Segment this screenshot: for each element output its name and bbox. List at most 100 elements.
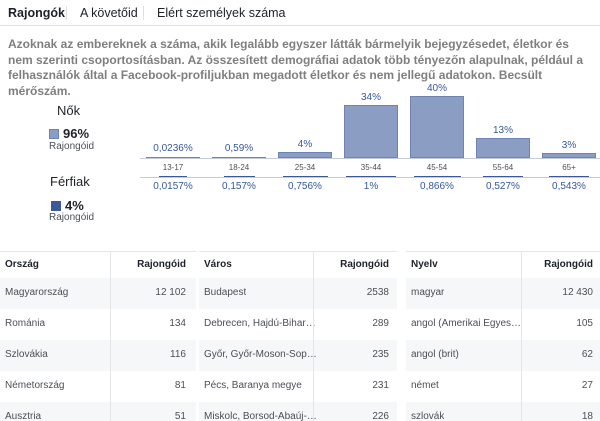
legend-men-percent: 4%: [65, 198, 84, 213]
bar-value-label: 40%: [426, 83, 447, 94]
age-group-label: 13-17: [162, 163, 184, 172]
city-table: Város Rajongóid Budapest 2538 Debrecen, Hajd…: [199, 251, 397, 421]
bar-value-label: 4%: [297, 139, 313, 150]
row-label: angol (brit): [411, 349, 459, 360]
tab-bar: Rajongók A követőid Elért személyek szám…: [0, 0, 600, 26]
table-row: Győr, Győr-Moson-Sop… 235: [199, 340, 397, 371]
column-header[interactable]: Rajongóid: [137, 259, 186, 270]
table-row: német 27: [406, 371, 600, 402]
column-header[interactable]: Rajongóid: [544, 259, 593, 270]
column-divider: [521, 251, 522, 421]
table-row: angol (Amerikai Egyes… 105: [406, 309, 600, 340]
table-row: angol (brit) 62: [406, 340, 600, 371]
women-value-label: 0,0236%: [153, 143, 193, 154]
table-header: Nyelv Rajongóid: [406, 252, 600, 278]
row-value: 12 102: [155, 287, 186, 298]
column-header[interactable]: Rajongóid: [340, 259, 389, 270]
country-table: Ország Rajongóid Magyarország 12 102 Románia…: [0, 251, 196, 421]
age-group-label: 55-64: [492, 163, 514, 172]
legend-men-sub: Rajongóid: [49, 212, 95, 223]
age-group-label: 35-44: [360, 163, 382, 172]
table-row: szlovák 18: [406, 402, 600, 421]
row-label: Ausztria: [5, 411, 42, 421]
column-header[interactable]: Nyelv: [411, 259, 438, 270]
table-row: Miskolc, Borsod-Abaúj-… 226: [199, 402, 397, 421]
row-value: 134: [169, 318, 186, 329]
tab-separator: [143, 6, 144, 20]
column-header[interactable]: Ország: [5, 259, 39, 270]
women-bar[interactable]: [476, 138, 530, 158]
age-group-label: 25-34: [294, 163, 316, 172]
column-divider: [110, 251, 111, 421]
language-table: Nyelv Rajongóid magyar 12 430 angol (Amerika…: [406, 251, 600, 421]
table-row: Szlovákia 116: [0, 340, 196, 371]
row-value: 62: [581, 349, 593, 360]
men-value-label: 0,527%: [486, 181, 520, 192]
legend-women-swatch: [49, 129, 59, 139]
table-header: Ország Rajongóid: [0, 252, 196, 278]
women-bar[interactable]: [410, 96, 464, 158]
row-label: Budapest: [204, 287, 247, 298]
men-value-label: 0,0157%: [153, 181, 193, 192]
row-value: 235: [372, 349, 389, 360]
table-row: Budapest 2538: [199, 278, 397, 309]
men-value-label: 0,756%: [288, 181, 322, 192]
table-row: Magyarország 12 102: [0, 278, 196, 309]
tab-separator: [66, 6, 67, 20]
chart-baseline: [140, 158, 600, 159]
age-group-label: 18-24: [228, 163, 250, 172]
table-row: magyar 12 430: [406, 278, 600, 309]
table-row: Debrecen, Hajdú-Bihar… 289: [199, 309, 397, 340]
row-label: Szlovákia: [5, 349, 48, 360]
row-value: 231: [372, 380, 389, 391]
women-bar[interactable]: [278, 152, 332, 158]
tab-fans[interactable]: Rajongók: [8, 6, 65, 20]
row-value: 81: [174, 380, 186, 391]
men-value-label: 0,543%: [552, 181, 586, 192]
row-label: Miskolc, Borsod-Abaúj-…: [204, 411, 317, 421]
bar-value-label: 13%: [492, 125, 513, 136]
row-label: Pécs, Baranya megye: [204, 380, 302, 391]
row-value: 226: [372, 411, 389, 421]
legend-women-title: Nők: [57, 103, 81, 118]
table-row: Ausztria 51: [0, 402, 196, 421]
tab-followers[interactable]: A követőid: [80, 6, 138, 20]
age-group-label: 45-54: [426, 163, 448, 172]
bar-value-label: 3%: [561, 140, 577, 151]
women-bar[interactable]: [542, 153, 596, 158]
row-value: 51: [174, 411, 186, 421]
men-value-label: 0,866%: [420, 181, 454, 192]
legend-men-title: Férfiak: [50, 174, 90, 189]
row-value: 116: [170, 349, 186, 360]
row-value: 18: [581, 411, 593, 421]
row-value: 2538: [366, 287, 389, 298]
row-label: magyar: [411, 287, 445, 298]
row-value: 27: [581, 380, 593, 391]
row-label: szlovák: [411, 411, 445, 421]
row-value: 12 430: [562, 287, 593, 298]
row-label: német: [411, 380, 439, 391]
men-value-label: 1%: [363, 181, 379, 192]
legend-women-percent: 96%: [63, 126, 90, 141]
row-label: angol (Amerikai Egyes…: [411, 318, 522, 329]
row-label: Debrecen, Hajdú-Bihar…: [204, 318, 316, 329]
column-header[interactable]: Város: [204, 259, 232, 270]
men-value-label: 0,157%: [222, 181, 256, 192]
age-group-label: 65+: [562, 163, 576, 172]
bar-value-label: 34%: [360, 92, 381, 103]
table-header: Város Rajongóid: [199, 252, 397, 278]
tab-reach[interactable]: Elért személyek száma: [157, 6, 286, 20]
row-value: 289: [372, 318, 389, 329]
description-text: Azoknak az embereknek a száma, akik lega…: [8, 37, 584, 98]
row-label: Románia: [5, 318, 46, 329]
row-value: 105: [576, 318, 593, 329]
women-value-label: 0,59%: [224, 143, 254, 154]
row-label: Magyarország: [5, 287, 69, 298]
column-divider: [313, 251, 314, 421]
women-bar[interactable]: [344, 105, 398, 158]
table-row: Pécs, Baranya megye 231: [199, 371, 397, 402]
legend-women-sub: Rajongóid: [49, 141, 95, 152]
chart-men-baseline: [140, 177, 600, 178]
row-label: Győr, Győr-Moson-Sop…: [204, 349, 317, 360]
table-row: Németország 81: [0, 371, 196, 402]
